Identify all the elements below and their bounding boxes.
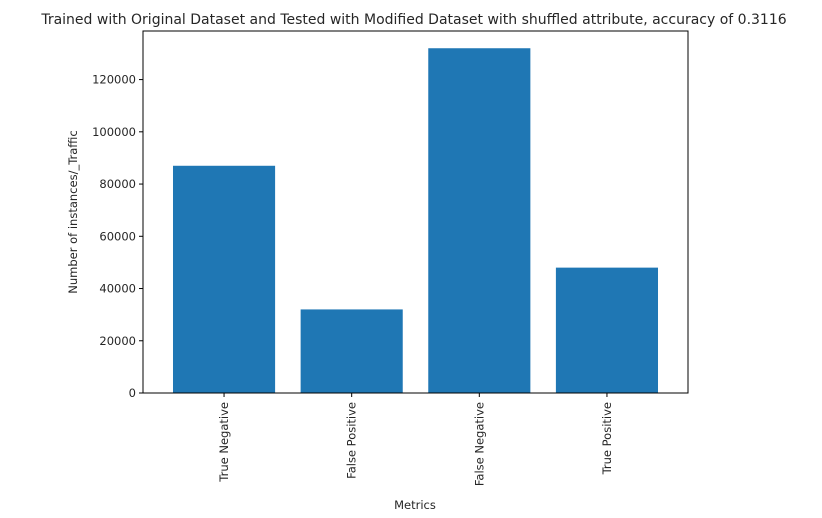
y-tick-label: 40000 [99, 282, 136, 296]
x-axis-ticks: True Negative False Positive False Negativ… [217, 393, 614, 486]
x-tick-label: False Positive [345, 402, 359, 479]
x-axis-label: Metrics [394, 498, 436, 512]
x-tick-label: False Negative [472, 402, 486, 486]
y-tick-label: 100000 [92, 125, 136, 139]
y-axis-label: Number of instances/_Traffic [66, 130, 80, 293]
chart-title: Trained with Original Dataset and Tested… [40, 12, 786, 28]
x-tick-label: True Negative [217, 402, 231, 483]
y-tick-label: 60000 [99, 229, 136, 243]
x-tick-label: True Positive [600, 402, 614, 475]
y-tick-label: 0 [129, 386, 136, 400]
bar-true-negative [172, 165, 276, 393]
bars-layer [172, 48, 659, 393]
y-tick-label: 80000 [99, 177, 136, 191]
plot-frame [142, 30, 689, 394]
y-tick-label: 20000 [99, 334, 136, 348]
bar-true-positive [555, 267, 659, 393]
y-axis-ticks: 0 20000 40000 60000 80000 100000 120000 [92, 73, 143, 400]
y-tick-label: 120000 [92, 73, 136, 87]
bar-false-positive [300, 309, 403, 393]
bar-false-negative [428, 48, 531, 393]
